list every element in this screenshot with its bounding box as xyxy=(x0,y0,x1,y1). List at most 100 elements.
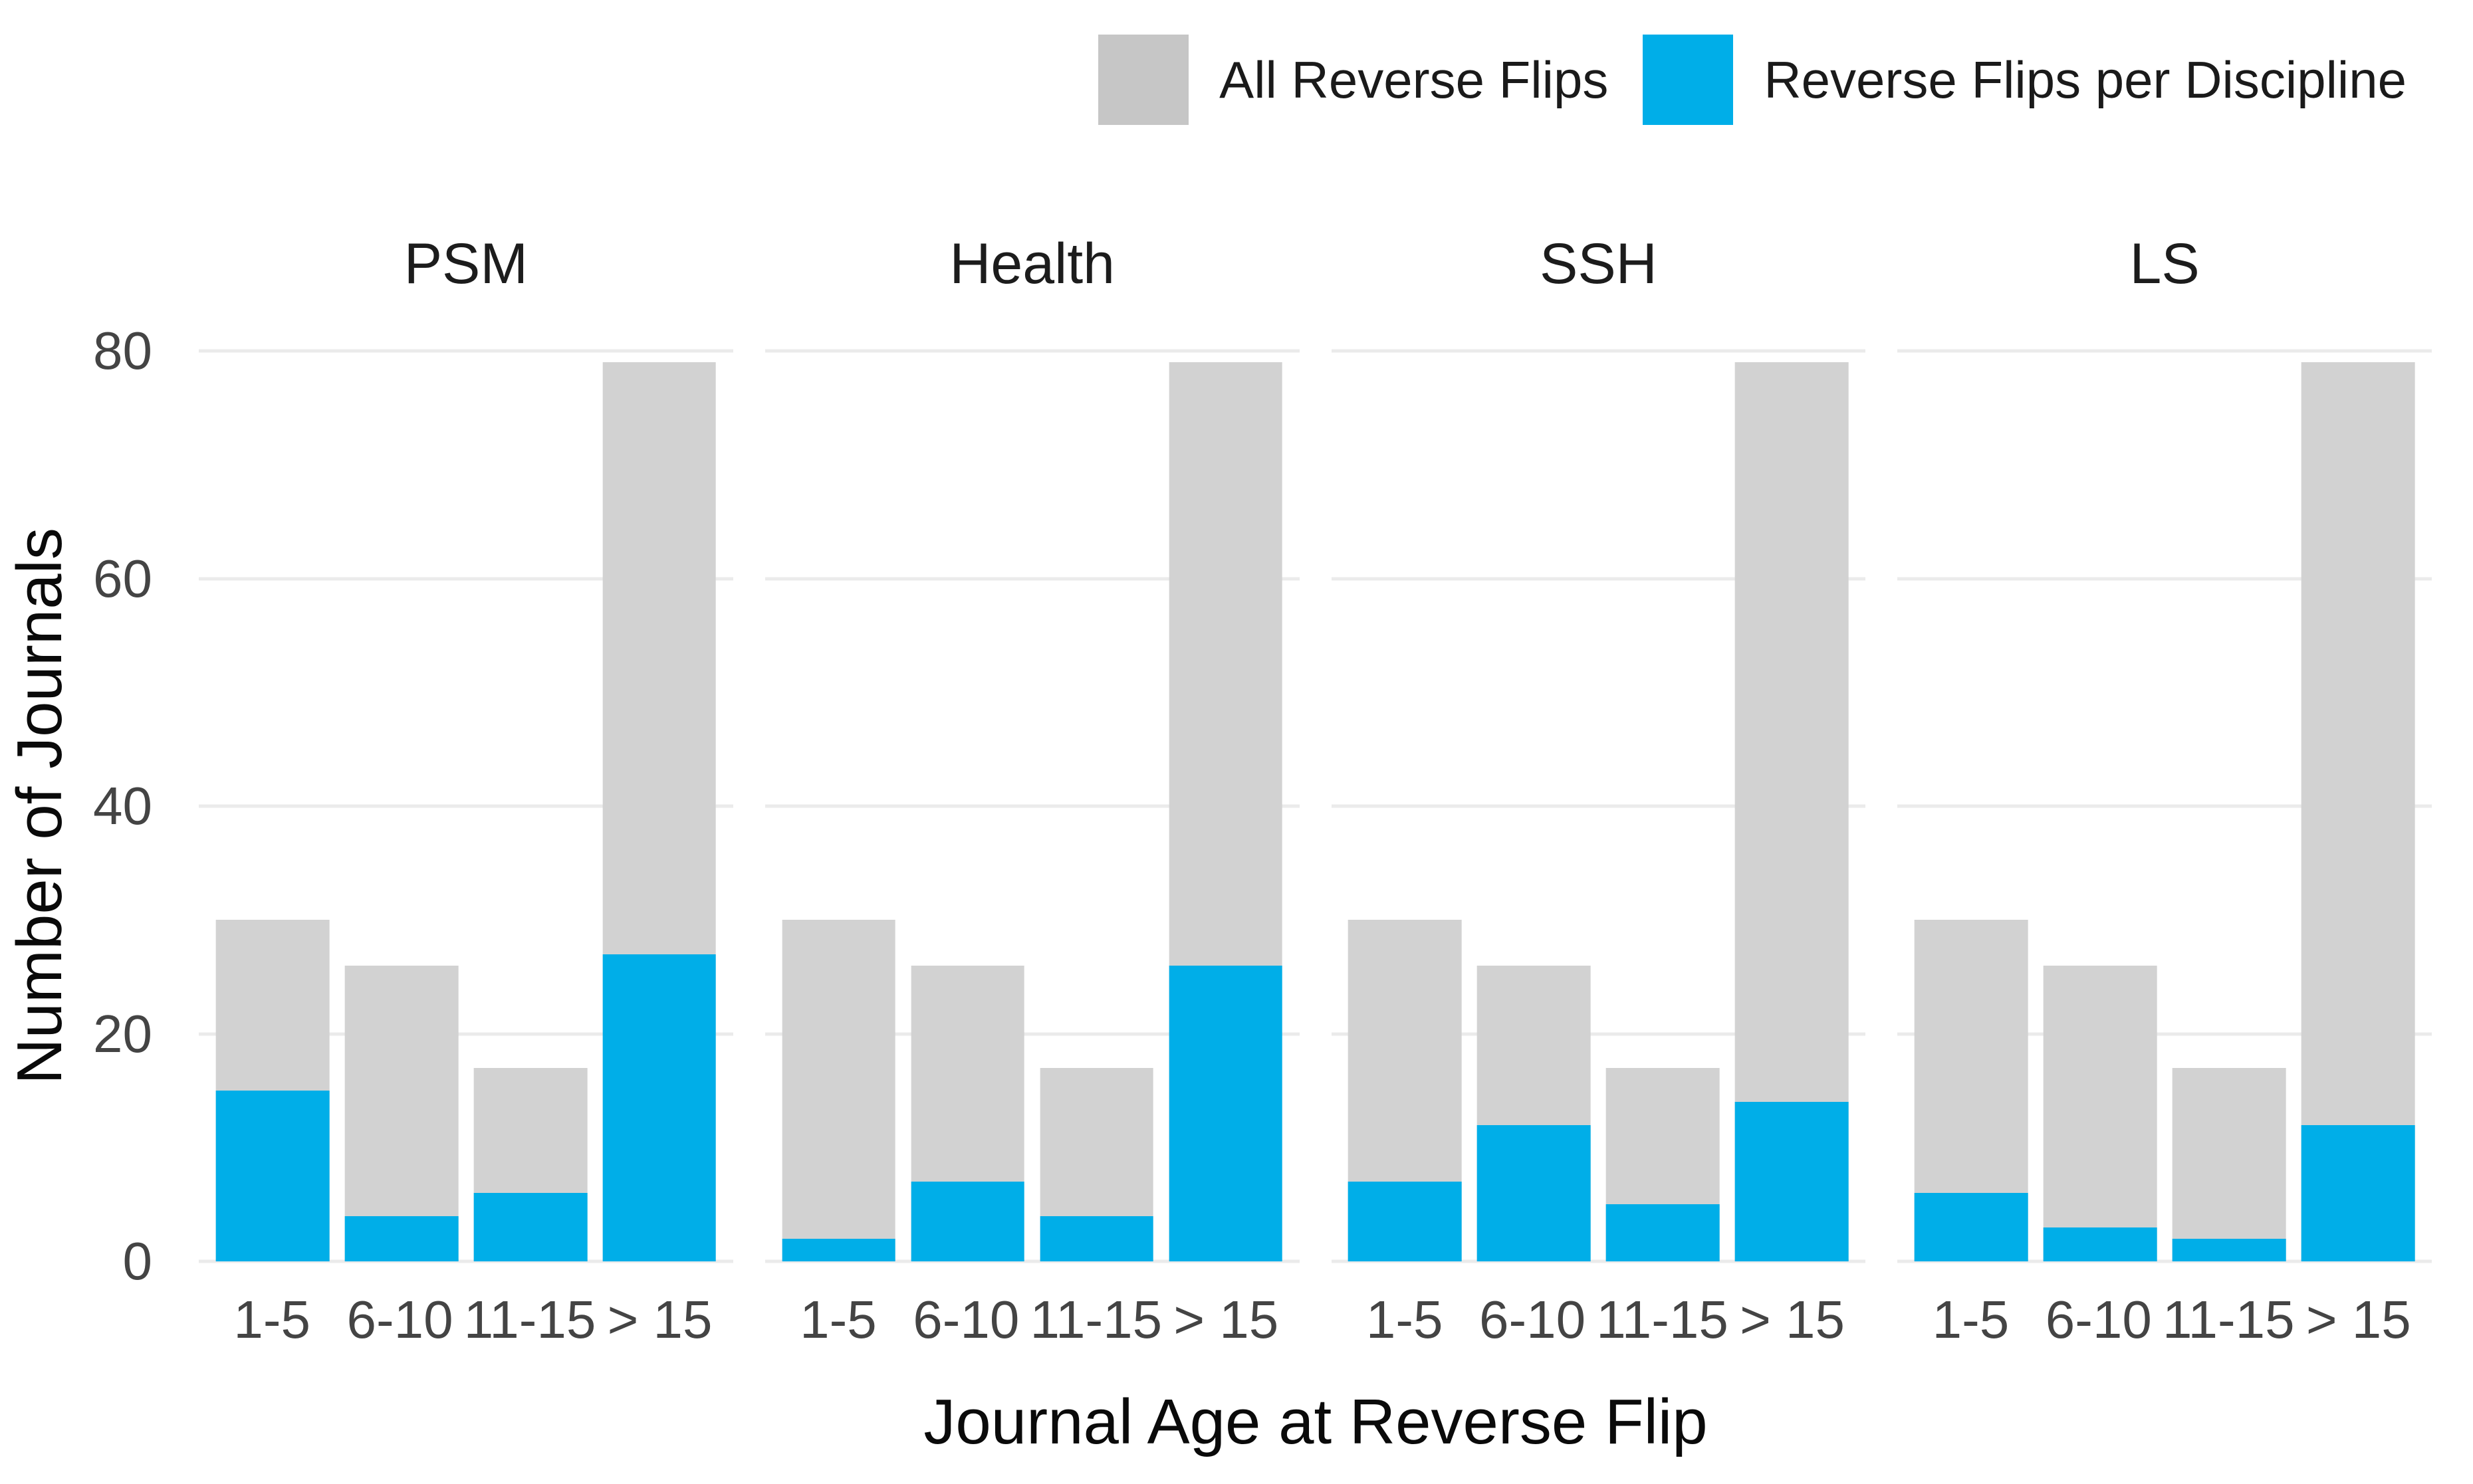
gridline-y20 xyxy=(1897,1032,2432,1035)
gridline-y80 xyxy=(199,349,733,353)
x-axis-ticks-health: 1-5 6-10 11-15 > 15 xyxy=(765,1293,1300,1346)
gridline-y80 xyxy=(1897,349,2432,353)
gridline-y0 xyxy=(765,1259,1300,1263)
bar-group-11-15 xyxy=(1598,351,1727,1261)
x-tick-label-1-5: 1-5 xyxy=(233,1290,310,1349)
gridline-y80 xyxy=(765,349,1300,353)
bar-all-flips-6-10 xyxy=(344,965,459,1261)
gridline-y60 xyxy=(1897,577,2432,580)
bar-per-discipline-> 15 xyxy=(1734,1102,1849,1261)
bar-per-discipline-1-5 xyxy=(215,1091,330,1261)
gridline-y40 xyxy=(765,804,1300,808)
x-tick-label-> 15: > 15 xyxy=(1740,1290,1845,1349)
x-tick-label-> 15: > 15 xyxy=(2305,1290,2411,1349)
bar-per-discipline-11-15 xyxy=(473,1193,588,1261)
bar-groups xyxy=(1332,351,1866,1261)
facet-title-ls: LS xyxy=(2129,232,2200,296)
bar-per-discipline-> 15 xyxy=(602,954,717,1261)
bar-group-1-5 xyxy=(208,351,337,1261)
bar-per-discipline-6-10 xyxy=(1477,1124,1591,1261)
bar-per-discipline-> 15 xyxy=(2301,1124,2415,1261)
legend-label-1: Reverse Flips per Discipline xyxy=(1764,51,2407,109)
bar-group-6-10 xyxy=(1469,351,1598,1261)
bar-group-> 15 xyxy=(2294,351,2422,1261)
plot-area-health xyxy=(765,349,1300,1263)
y-axis-title: Number of Journals xyxy=(0,234,80,1261)
bar-per-discipline-6-10 xyxy=(344,1216,459,1261)
bar-group-1-5 xyxy=(1907,351,2036,1261)
bar-group-11-15 xyxy=(1032,351,1161,1261)
y-tick-label-80: 80 xyxy=(93,321,152,380)
gridline-y0 xyxy=(199,1259,733,1263)
bar-group-> 15 xyxy=(1161,351,1290,1261)
x-axis-ticks-ls: 1-5 6-10 11-15 > 15 xyxy=(1897,1293,2432,1346)
bar-groups xyxy=(765,351,1300,1261)
gridline-y40 xyxy=(199,804,733,808)
x-tick-label-> 15: > 15 xyxy=(1173,1290,1279,1349)
panel-ls: LS 1-5 6-10 11-15 > 15 xyxy=(1897,234,2432,1346)
x-axis-ticks-ssh: 1-5 6-10 11-15 > 15 xyxy=(1332,1293,1866,1346)
bar-group-6-10 xyxy=(2036,351,2165,1261)
plot-area-psm xyxy=(199,349,733,1263)
bar-per-discipline-11-15 xyxy=(1606,1204,1720,1261)
y-tick-label-20: 20 xyxy=(93,1004,152,1063)
bar-groups xyxy=(199,351,733,1261)
gridline-y60 xyxy=(1331,577,1866,580)
bar-group-11-15 xyxy=(466,351,595,1261)
bar-per-discipline-1-5 xyxy=(1914,1193,2028,1261)
bar-group-> 15 xyxy=(1727,351,1856,1261)
legend-swatch-1 xyxy=(1643,35,1734,125)
x-tick-label-1-5: 1-5 xyxy=(800,1290,877,1349)
y-axis-title-text: Number of Journals xyxy=(4,527,75,1085)
gridline-y20 xyxy=(1331,1032,1866,1035)
bar-group-1-5 xyxy=(774,351,903,1261)
x-tick-label-11-15: 11-15 xyxy=(2162,1290,2295,1349)
bar-per-discipline-1-5 xyxy=(1348,1182,1462,1261)
bar-per-discipline-6-10 xyxy=(911,1182,1024,1261)
legend-item-0: All Reverse Flips xyxy=(1098,35,1608,125)
x-tick-label-> 15: > 15 xyxy=(607,1290,713,1349)
y-tick-label-0: 0 xyxy=(122,1231,153,1291)
legend-label-0: All Reverse Flips xyxy=(1219,51,1609,109)
gridline-y40 xyxy=(1897,804,2432,808)
facet-title-ssh: SSH xyxy=(1539,232,1657,296)
bar-per-discipline-> 15 xyxy=(1169,965,1282,1261)
gridline-y60 xyxy=(765,577,1300,580)
x-tick-label-6-10: 6-10 xyxy=(913,1290,1020,1349)
bar-groups xyxy=(1897,351,2432,1261)
x-tick-label-1-5: 1-5 xyxy=(1932,1290,2010,1349)
panel-psm: PSM 1-5 6-10 11-15 > 15 xyxy=(199,234,733,1346)
x-tick-label-6-10: 6-10 xyxy=(1478,1290,1586,1349)
gridline-y20 xyxy=(199,1032,733,1035)
x-axis-title: Journal Age at Reverse Flip xyxy=(923,1386,1708,1457)
facet-title-psm: PSM xyxy=(404,232,529,296)
facet-title-health: Health xyxy=(949,232,1115,296)
x-tick-label-11-15: 11-15 xyxy=(1596,1290,1728,1349)
legend-item-1: Reverse Flips per Discipline xyxy=(1643,35,2407,125)
x-axis-ticks-psm: 1-5 6-10 11-15 > 15 xyxy=(199,1293,733,1346)
x-tick-label-6-10: 6-10 xyxy=(346,1290,453,1349)
panel-health: Health 1-5 6-10 11-15 > 15 xyxy=(765,234,1300,1346)
x-tick-label-6-10: 6-10 xyxy=(2045,1290,2152,1349)
y-axis-ticks: 0 20 40 60 80 xyxy=(80,324,176,1288)
bar-group-1-5 xyxy=(1341,351,1470,1261)
plot-area-ssh xyxy=(1331,349,1866,1263)
bar-all-flips-1-5 xyxy=(782,920,896,1261)
gridline-y20 xyxy=(765,1032,1300,1035)
gridline-y60 xyxy=(199,577,733,580)
gridline-y80 xyxy=(1331,349,1866,353)
bar-per-discipline-1-5 xyxy=(782,1238,896,1261)
gridline-y0 xyxy=(1331,1259,1866,1263)
bar-per-discipline-11-15 xyxy=(1040,1216,1153,1261)
bar-group-6-10 xyxy=(337,351,466,1261)
chart-area: Number of Journals 0 20 40 60 80 PSM 1-5 6-10 1… xyxy=(0,234,2432,1346)
gridline-y40 xyxy=(1331,804,1866,808)
bar-group-> 15 xyxy=(595,351,724,1261)
bar-all-flips-11-15 xyxy=(2172,1067,2286,1261)
plot-area-ls xyxy=(1897,349,2432,1263)
bar-per-discipline-6-10 xyxy=(2043,1227,2157,1261)
legend-swatch-0 xyxy=(1098,35,1189,125)
panels: PSM 1-5 6-10 11-15 > 15 Health 1-5 6-10 11-15 > 1… xyxy=(199,234,2432,1346)
bar-per-discipline-11-15 xyxy=(2172,1238,2286,1261)
